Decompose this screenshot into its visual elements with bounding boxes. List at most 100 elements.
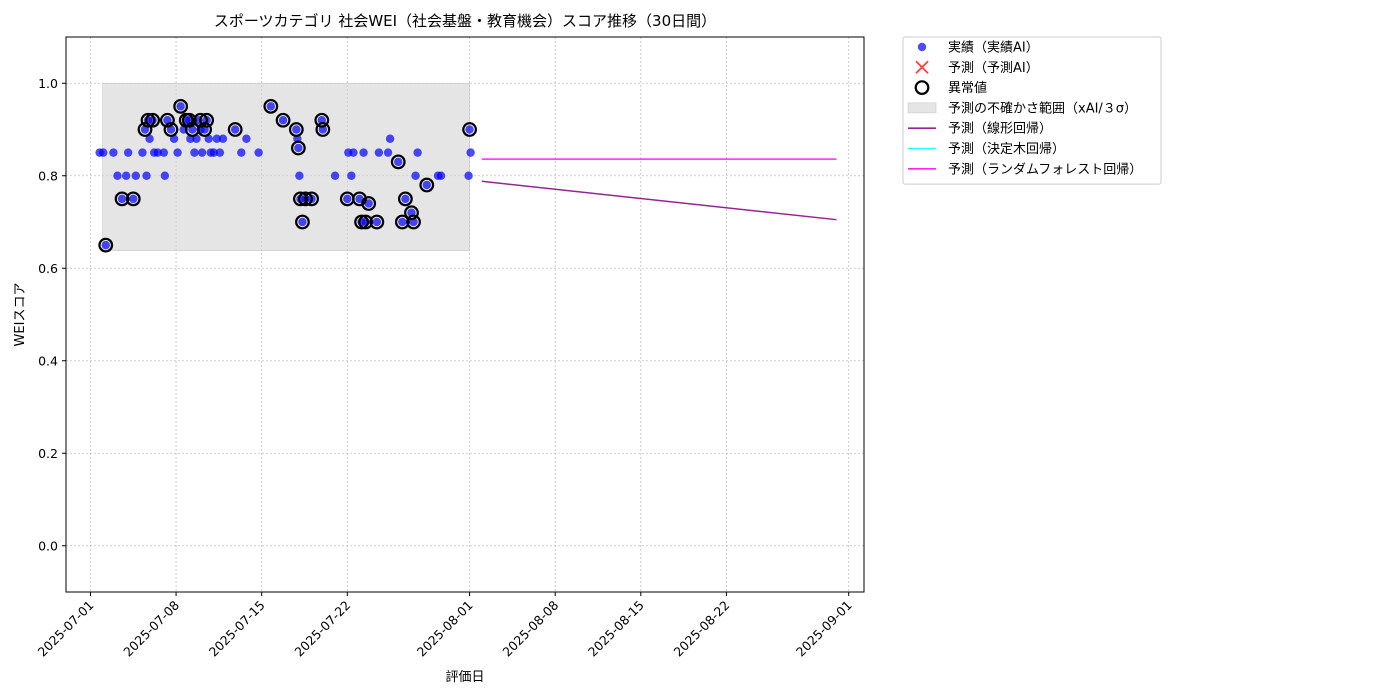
outlier-marker (197, 122, 213, 137)
actual-point (292, 125, 301, 134)
x-tick-label: 2025-08-01 (414, 598, 476, 660)
legend-label: 実績（実績AI） (948, 40, 1039, 56)
actual-point (411, 171, 420, 180)
outlier-marker (173, 98, 189, 114)
actual-point (176, 102, 185, 111)
actual-point (173, 148, 182, 157)
outlier-marker (160, 112, 175, 128)
legend-item-forest: 予測（ランダムフォレスト回帰） (908, 161, 1142, 177)
y-axis-ticks: 0.0 0.2 0.4 0.6 0.8 1.0 (38, 76, 66, 553)
outlier-marker (288, 122, 304, 137)
actual-point (422, 180, 431, 190)
actual-point (153, 148, 162, 157)
legend-item-outlier: 異常値 (914, 80, 987, 96)
linear-regression-line (481, 180, 837, 221)
outlier-marker (404, 205, 419, 221)
legend-item-predicted: 予測（予測AI） (915, 60, 1039, 76)
y-axis-label: WEIスコア (13, 283, 28, 347)
outlier-marker (419, 177, 435, 193)
actual-point (129, 194, 138, 204)
outlier-marker (145, 112, 161, 128)
y-tick-label: 0.4 (38, 353, 58, 368)
actual-point (117, 194, 127, 204)
actual-point (123, 148, 133, 157)
actual-point (121, 171, 131, 180)
x-tick-label: 2025-07-15 (206, 598, 268, 660)
legend-label: 予測（予測AI） (948, 61, 1039, 76)
legend-predicted-marker (915, 60, 929, 74)
actual-point (145, 134, 154, 143)
outlier-marker (125, 191, 141, 207)
outlier-marker (354, 214, 369, 230)
x-tick-label: 2025-09-01 (793, 598, 855, 660)
outlier-marker (199, 112, 215, 128)
actual-point (204, 134, 213, 143)
legend-label: 予測（ランダムフォレスト回帰） (948, 161, 1142, 177)
actual-point (159, 148, 169, 157)
legend-item-tree: 予測（決定木回帰） (908, 141, 1065, 157)
legend-label: 異常値 (948, 80, 987, 96)
actual-point (190, 148, 199, 157)
legend-box (902, 36, 1162, 185)
actual-point (383, 148, 393, 157)
x-axis-ticks: 2025-07-01 2025-07-08 2025-07-15 2025-07-22… (35, 592, 855, 659)
outlier-marker (263, 98, 279, 114)
y-tick-label: 1.0 (38, 76, 58, 91)
actual-point (113, 171, 122, 180)
outlier-marker (98, 237, 114, 253)
actual-point (464, 171, 473, 180)
actual-point (215, 148, 225, 157)
outlier-marker (358, 214, 374, 230)
outlier-marker (315, 122, 331, 137)
legend-item-uncertainty: 予測の不確かさ範囲（xAI/３σ） (907, 100, 1137, 116)
actual-point (230, 125, 240, 134)
actual-point (266, 102, 276, 111)
actual-point (372, 217, 382, 227)
x-tick-label: 2025-07-22 (291, 598, 353, 660)
actual-point (398, 217, 407, 227)
outlier-marker (140, 112, 156, 128)
y-tick-label: 0.8 (38, 168, 58, 183)
x-tick-label: 2025-07-01 (35, 598, 97, 660)
outlier-marker (462, 122, 477, 137)
actual-point (364, 199, 373, 208)
actual-point (237, 148, 246, 157)
legend-label: 予測（決定木回帰） (948, 141, 1065, 157)
outlier-marker (369, 214, 385, 230)
actual-point (347, 171, 356, 180)
x-tick-label: 2025-08-08 (499, 597, 561, 659)
plot-frame (65, 36, 865, 593)
actual-point (197, 148, 207, 157)
x-tick-label: 2025-08-22 (671, 598, 733, 660)
outlier-marker (290, 140, 306, 156)
legend-item-linear: 予測（線形回帰） (908, 121, 1052, 137)
actual-point (394, 157, 403, 167)
legend-actual-marker (917, 42, 927, 52)
outlier-marker (390, 154, 406, 170)
y-tick-label: 0.2 (38, 446, 58, 461)
outlier-marker (181, 112, 197, 128)
outlier-marker (304, 191, 320, 207)
actual-point (355, 194, 364, 204)
actual-point (413, 148, 422, 157)
outlier-marker (361, 196, 377, 211)
actual-point (218, 134, 228, 143)
actual-point (298, 217, 307, 227)
y-tick-label: 0.0 (38, 538, 58, 553)
outlier-marker (275, 112, 291, 128)
actual-point (131, 171, 141, 180)
actual-point (101, 240, 110, 250)
x-tick-label: 2025-07-08 (120, 597, 182, 659)
actual-point (242, 134, 251, 143)
outlier-marker (295, 214, 310, 230)
actual-point (160, 171, 170, 180)
outlier-marker (227, 122, 243, 137)
outlier-marker (298, 191, 313, 207)
legend-band-swatch (907, 102, 937, 114)
outlier-marker (114, 191, 130, 207)
outlier-marker (394, 214, 410, 230)
actual-point (465, 125, 474, 134)
y-tick-label: 0.6 (38, 261, 58, 276)
actual-point (359, 148, 368, 157)
